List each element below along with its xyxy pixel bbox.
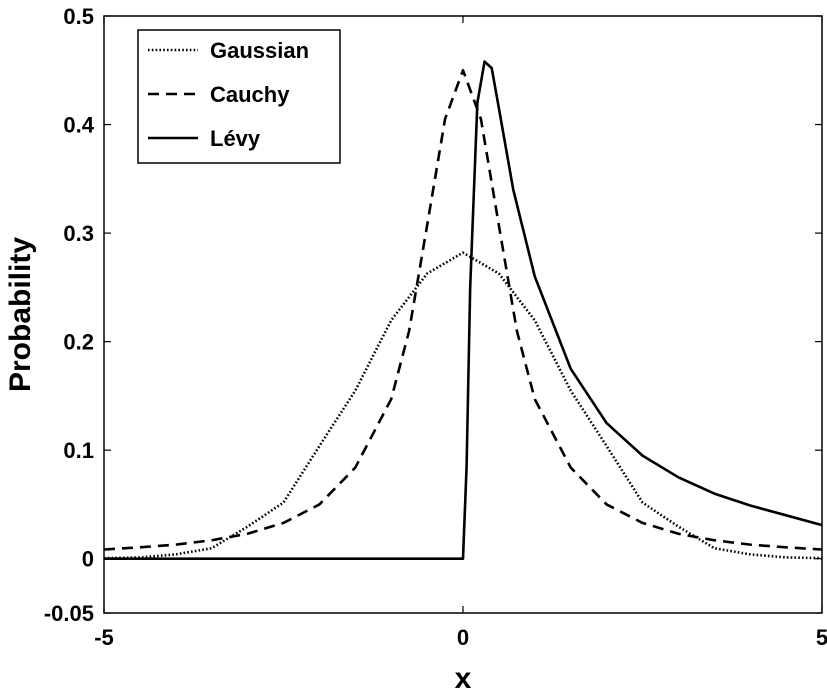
x-tick-label: 5 xyxy=(816,625,827,650)
legend: Gaussian Cauchy Lévy xyxy=(137,29,341,164)
series-line-1 xyxy=(103,68,823,551)
x-axis-title: x xyxy=(455,662,472,695)
y-tick-label: 0.2 xyxy=(63,330,94,355)
series-line-0 xyxy=(103,251,823,560)
y-tick-label: 0.5 xyxy=(63,4,94,29)
y-tick-label: -0.05 xyxy=(44,601,94,626)
x-tick-label: -5 xyxy=(94,625,114,650)
y-tick-label: 0.3 xyxy=(63,221,94,246)
series-line-2 xyxy=(104,60,823,561)
legend-label-1: Cauchy xyxy=(210,82,290,107)
legend-label-2: Lévy xyxy=(210,126,261,151)
series-lines xyxy=(103,60,823,561)
x-tick-label: 0 xyxy=(457,625,469,650)
y-tick-label: 0.4 xyxy=(63,113,94,138)
y-axis-title: Probability xyxy=(4,237,37,392)
legend-box xyxy=(137,29,341,164)
plot-area: -5 0 5 -0.05 0 0.1 0.2 0.3 0.4 0.5 Gaussian Cauchy… xyxy=(44,4,827,650)
tick-labels: -5 0 5 -0.05 0 0.1 0.2 0.3 0.4 0.5 xyxy=(44,4,827,650)
y-tick-label: 0 xyxy=(82,547,94,572)
legend-label-0: Gaussian xyxy=(210,38,309,63)
y-tick-label: 0.1 xyxy=(63,438,94,463)
